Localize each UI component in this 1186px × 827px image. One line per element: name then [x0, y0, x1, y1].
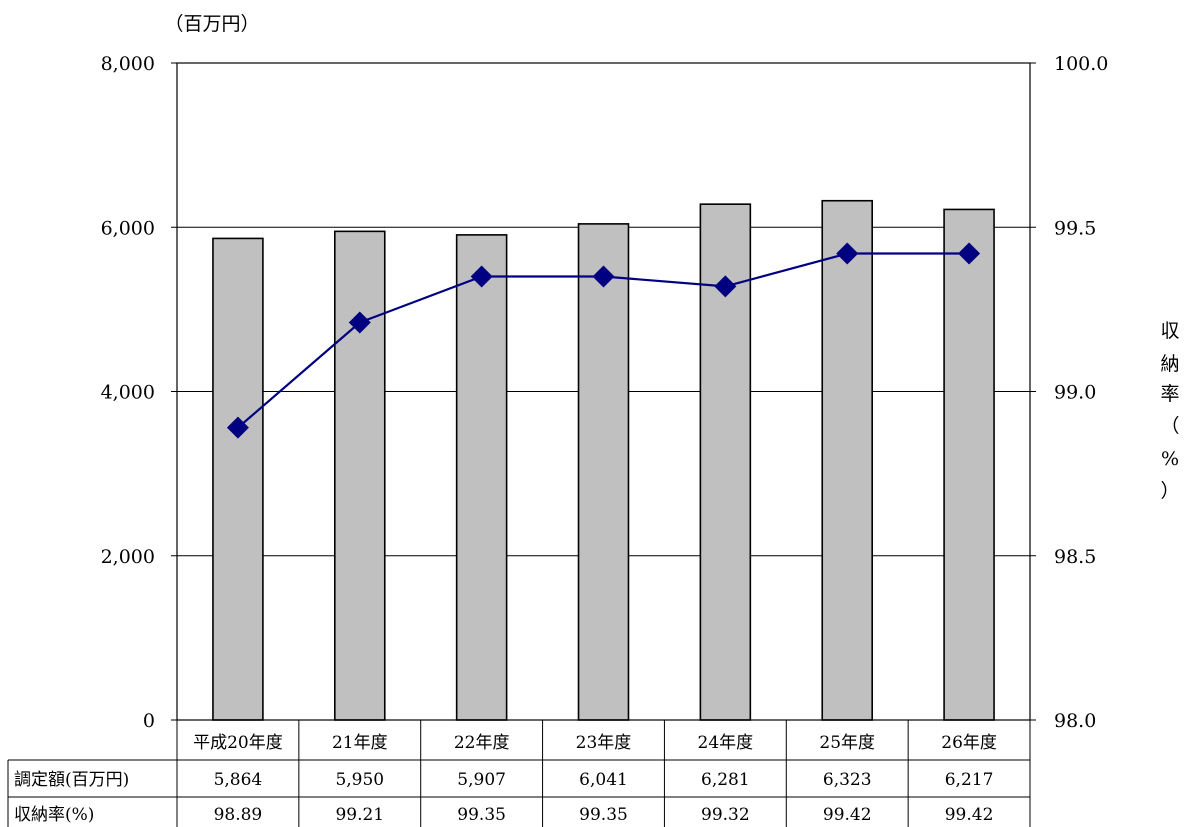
- right-tick-label: 100.0: [1054, 53, 1108, 75]
- category-label: 24年度: [698, 733, 754, 753]
- y-axis-unit-label: （百万円）: [164, 13, 259, 35]
- table-cell: 6,323: [823, 770, 872, 790]
- table-row-header: 調定額(百万円): [14, 770, 129, 790]
- bar: [943, 208, 995, 721]
- category-label: 21年度: [332, 733, 388, 753]
- right-axis-ticks: 98.0 98.5 99.0 99.5 100.0: [1054, 53, 1108, 732]
- table-cell: 6,217: [945, 770, 994, 790]
- table-cell: 5,950: [335, 770, 384, 790]
- line-point: [470, 265, 493, 288]
- left-tick-label: 6,000: [101, 217, 155, 239]
- right-tick-label: 99.0: [1054, 382, 1096, 404]
- bar: [334, 230, 386, 721]
- left-tick-label: 4,000: [101, 382, 155, 404]
- bar: [821, 199, 873, 721]
- left-tick-label: 2,000: [101, 546, 155, 568]
- table-cell: 99.32: [701, 805, 750, 825]
- line-point: [958, 242, 981, 265]
- category-label: 26年度: [941, 733, 997, 753]
- right-axis-title-char: %: [1161, 448, 1179, 470]
- left-tick-label: 0: [143, 710, 155, 732]
- right-axis-title: 収納率 （% ）: [1160, 320, 1179, 502]
- table-cell: 5,864: [214, 770, 263, 790]
- right-axis-title-char: ）: [1160, 480, 1179, 502]
- line-point: [592, 265, 615, 288]
- right-axis-title-char: 率: [1160, 383, 1179, 405]
- category-label: 25年度: [819, 733, 875, 753]
- right-axis-title-char: 収: [1160, 320, 1179, 342]
- table-row-header: 収納率(%): [14, 805, 94, 825]
- category-label: 平成20年度: [193, 733, 283, 753]
- line-series: [226, 242, 981, 439]
- table-cell: 99.35: [579, 805, 628, 825]
- category-label: 23年度: [576, 733, 632, 753]
- right-axis-title-char: 納: [1160, 353, 1179, 375]
- bar: [577, 223, 630, 721]
- table-cell: 5,907: [457, 770, 506, 790]
- table-cell: 99.42: [945, 805, 994, 825]
- right-tick-label: 99.5: [1054, 217, 1096, 239]
- right-tick-label: 98.5: [1054, 546, 1096, 568]
- table-cell: 98.89: [214, 805, 263, 825]
- line-point: [836, 242, 859, 265]
- table-cell: 6,041: [579, 770, 628, 790]
- right-axis-title-char: （: [1160, 415, 1179, 437]
- table-cell: 99.21: [335, 805, 384, 825]
- table-cell: 99.42: [823, 805, 872, 825]
- bar-series: [212, 199, 995, 721]
- line-point: [226, 416, 249, 439]
- table-cell: 6,281: [701, 770, 750, 790]
- left-tick-label: 8,000: [101, 53, 155, 75]
- left-axis-ticks: 0 2,000 4,000 6,000 8,000: [101, 53, 155, 732]
- right-tick-label: 98.0: [1054, 710, 1096, 732]
- line-point: [348, 311, 371, 334]
- category-label: 22年度: [454, 733, 510, 753]
- bar: [212, 237, 264, 721]
- bar: [455, 234, 508, 721]
- line-point: [714, 275, 737, 298]
- table-cell: 99.35: [457, 805, 506, 825]
